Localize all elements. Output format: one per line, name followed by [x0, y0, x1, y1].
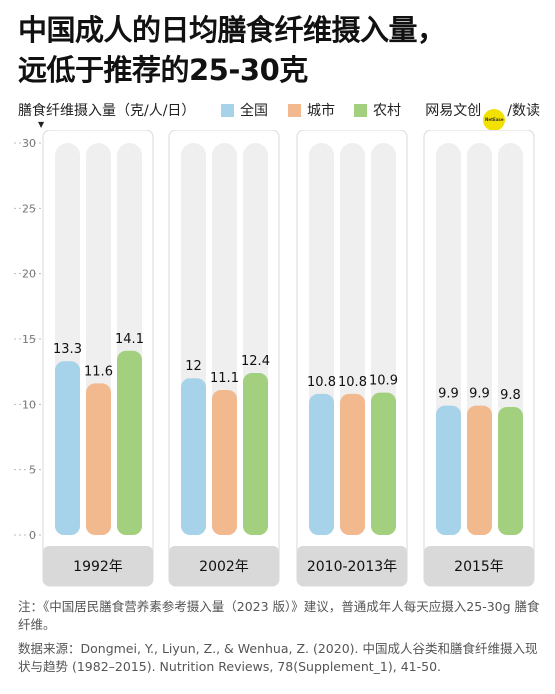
brand-name: 网易文创: [425, 103, 482, 119]
y-tick-label: 0: [29, 529, 36, 542]
x-tick-label: 2015年: [454, 559, 504, 575]
legend-label-urban: 城市: [307, 103, 335, 119]
bar: [212, 389, 237, 535]
bar-chart: 0 5 10 15 20 25 30 1992年 13.311.6 14.1 2002年 12 11.1…: [14, 130, 535, 587]
data-label: 11.6: [84, 364, 113, 379]
data-label: 9.9: [469, 387, 490, 402]
x-tick-label: 2002年: [199, 559, 249, 575]
x-tick-label: 1992年: [73, 559, 123, 575]
bar: [117, 350, 142, 535]
y-tick-label: 20: [22, 268, 36, 281]
bar: [340, 393, 365, 535]
legend-row: 膳食纤维摄入量（克/人/日） ▼ 全国 城市 农村 网易文创NetEase/数读: [18, 98, 548, 131]
data-label: 10.8: [307, 375, 336, 390]
chart-title: 中国成人的日均膳食纤维摄入量， 远低于推荐的25-30克: [18, 10, 548, 90]
legend-item-urban: 城市: [288, 100, 335, 120]
y-tick-label: 10: [22, 398, 36, 411]
legend-swatch-national: [221, 104, 234, 117]
bar: [436, 405, 461, 535]
year-label-bg: [424, 546, 534, 586]
data-label: 10.8: [338, 375, 367, 390]
brand-logo: 网易文创NetEase/数读: [425, 100, 540, 131]
brand-dot-icon: NetEase: [483, 109, 506, 131]
down-arrow-icon: ▼: [38, 120, 45, 129]
bar: [181, 378, 206, 535]
footnote: 注：《中国居民膳食营养素参考摄入量（2023 版）》建议，普通成年人每天应摄入2…: [18, 599, 540, 632]
legend-label-national: 全国: [240, 103, 268, 119]
legend-item-national: 全国: [221, 100, 268, 120]
bar: [86, 383, 111, 535]
title-line-1: 中国成人的日均膳食纤维摄入量，: [18, 13, 446, 47]
data-label: 12: [185, 359, 202, 374]
y-tick-label: 5: [29, 464, 36, 477]
bar: [309, 393, 334, 535]
year-label-bg: [169, 546, 279, 586]
bar: [55, 361, 80, 535]
legend-label-rural: 农村: [373, 103, 401, 119]
data-label: 9.8: [500, 388, 521, 403]
data-label: 12.4: [241, 354, 270, 369]
y-tick-label: 25: [22, 202, 36, 215]
legend-item-rural: 农村: [354, 100, 401, 120]
legend-swatch-rural: [354, 104, 367, 117]
legend-swatch-urban: [288, 104, 301, 117]
year-label-bg: [43, 546, 153, 586]
data-label: 9.9: [438, 387, 459, 402]
y-axis-label: 膳食纤维摄入量（克/人/日）: [18, 103, 196, 119]
data-label: 10.9: [369, 374, 398, 389]
y-tick-label: 15: [22, 333, 36, 346]
title-line-2: 远低于推荐的25-30克: [18, 53, 308, 87]
bar: [498, 406, 523, 535]
y-tick-label: 30: [22, 137, 36, 150]
brand-suffix: /数读: [507, 103, 540, 119]
bar: [467, 405, 492, 535]
data-source: 数据来源：Dongmei, Y., Liyun, Z., & Wenhua, Z…: [18, 641, 538, 674]
data-label: 14.1: [115, 332, 144, 347]
data-label: 11.1: [210, 371, 239, 386]
x-tick-label: 2010-2013年: [307, 559, 397, 575]
year-label-bg: [297, 546, 407, 586]
data-label: 13.3: [53, 342, 82, 357]
bar: [243, 372, 268, 535]
bar: [371, 392, 396, 535]
